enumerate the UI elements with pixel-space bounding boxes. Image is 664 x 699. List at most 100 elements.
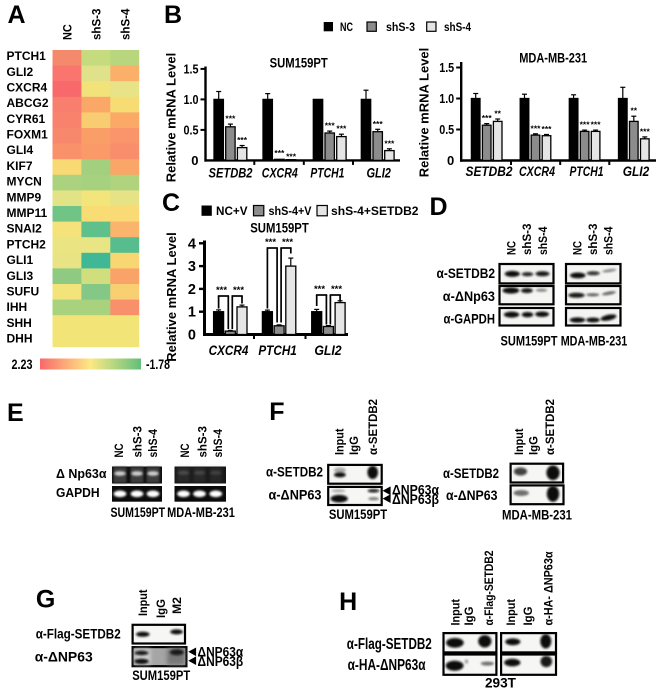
svg-text:shS-4+V: shS-4+V: [269, 204, 312, 218]
svg-text:0: 0: [447, 153, 454, 168]
svg-text:ΔNP63α: ΔNP63α: [392, 482, 440, 497]
svg-text:α-HA-ΔNP63α: α-HA-ΔNP63α: [348, 657, 426, 674]
svg-text:C: C: [162, 189, 180, 217]
svg-text:IgG: IgG: [464, 606, 476, 625]
svg-text:α-ΔNp63: α-ΔNp63: [443, 288, 495, 304]
svg-text:NC: NC: [60, 24, 74, 40]
svg-text:α-HA- ΔNP63α: α-HA- ΔNP63α: [543, 552, 555, 626]
svg-text:***: ***: [286, 151, 297, 161]
svg-text:GLI3: GLI3: [7, 269, 34, 283]
svg-text:α-SETDB2: α-SETDB2: [443, 465, 499, 481]
svg-text:***: ***: [233, 285, 244, 296]
svg-text:SUFU: SUFU: [7, 284, 40, 298]
svg-text:shS-3: shS-3: [588, 224, 600, 255]
svg-text:***: ***: [373, 119, 384, 129]
svg-text:GLI2: GLI2: [623, 164, 650, 179]
svg-text:Input: Input: [138, 589, 150, 616]
svg-text:shS-3: shS-3: [198, 426, 210, 457]
svg-text:shS-4+SETDB2: shS-4+SETDB2: [331, 204, 419, 218]
svg-text:shS-4: shS-4: [118, 8, 132, 40]
svg-text:0: 0: [188, 328, 196, 344]
svg-text:MDA-MB-231: MDA-MB-231: [502, 508, 572, 523]
svg-text:SUM159PT: SUM159PT: [250, 221, 309, 236]
svg-text:MMP9: MMP9: [7, 190, 42, 204]
svg-text:SHH: SHH: [7, 316, 32, 330]
svg-text:NC: NC: [507, 241, 519, 255]
svg-text:Input: Input: [335, 428, 347, 455]
svg-text:NC: NC: [114, 444, 126, 458]
svg-text:F: F: [269, 398, 284, 426]
svg-text:1.0: 1.0: [439, 91, 454, 106]
svg-text:MDA-MB-231: MDA-MB-231: [561, 334, 628, 349]
svg-text:***: ***: [336, 124, 347, 134]
svg-text:***: ***: [325, 121, 336, 131]
svg-text:G: G: [36, 586, 55, 614]
svg-text:shS-4: shS-4: [444, 22, 472, 34]
svg-text:ΔNP63β: ΔNP63β: [392, 492, 439, 507]
svg-text:NC: NC: [573, 241, 585, 255]
svg-text:CYR61: CYR61: [7, 112, 46, 126]
svg-text:α-ΔNP63: α-ΔNP63: [269, 486, 322, 502]
svg-text:shS-4: shS-4: [538, 226, 550, 255]
svg-text:-1.78: -1.78: [146, 357, 170, 372]
svg-text:IHH: IHH: [7, 300, 28, 314]
svg-text:***: ***: [531, 123, 542, 133]
svg-text:CXCR4: CXCR4: [7, 81, 48, 95]
svg-text:SUM159PT: SUM159PT: [329, 507, 388, 522]
svg-text:α-ΔNP63: α-ΔNP63: [35, 649, 93, 665]
svg-text:IgG: IgG: [523, 606, 535, 625]
svg-text:MDA-MB-231: MDA-MB-231: [167, 505, 235, 520]
svg-text:E: E: [7, 399, 24, 427]
svg-text:α-Flag-SETDB2: α-Flag-SETDB2: [36, 626, 121, 642]
svg-text:α-SETDB2: α-SETDB2: [266, 464, 323, 480]
svg-text:GLI2: GLI2: [7, 65, 34, 79]
svg-text:α-GAPDH: α-GAPDH: [444, 311, 496, 327]
svg-text:Relative mRNA Level: Relative mRNA Level: [164, 53, 179, 183]
svg-text:***: ***: [282, 237, 293, 248]
svg-text:2: 2: [188, 282, 196, 298]
svg-text:**: **: [630, 106, 637, 116]
svg-text:MDA-MB-231: MDA-MB-231: [519, 51, 587, 66]
svg-text:***: ***: [542, 124, 553, 134]
svg-text:shS-3: shS-3: [386, 22, 415, 34]
svg-text:ABCG2: ABCG2: [7, 96, 49, 110]
svg-text:0.5: 0.5: [184, 123, 199, 138]
svg-text:α-ΔNP63: α-ΔNP63: [446, 487, 498, 503]
svg-text:***: ***: [482, 113, 493, 123]
svg-text:shS-3: shS-3: [133, 426, 145, 457]
svg-text:α-SETDB2: α-SETDB2: [545, 399, 557, 455]
svg-text:SNAI2: SNAI2: [7, 222, 43, 236]
svg-text:***: ***: [580, 120, 591, 130]
svg-text:H: H: [339, 588, 357, 616]
svg-text:Relative mRNA Level: Relative mRNA Level: [164, 232, 179, 362]
svg-text:GLI2: GLI2: [366, 166, 391, 181]
svg-text:**: **: [494, 109, 501, 119]
svg-text:ΔNP63β: ΔNP63β: [198, 654, 244, 669]
svg-text:PTCH1: PTCH1: [258, 343, 297, 358]
svg-text:***: ***: [314, 284, 325, 295]
svg-text:SUM159PT: SUM159PT: [270, 56, 329, 71]
svg-text:SETDB2: SETDB2: [209, 166, 253, 181]
svg-text:α-SETDB2: α-SETDB2: [437, 265, 496, 281]
svg-text:GLI2: GLI2: [314, 343, 342, 358]
svg-text:α-SETDB2: α-SETDB2: [368, 399, 380, 455]
svg-text:4: 4: [188, 236, 196, 252]
svg-text:IgG: IgG: [529, 436, 541, 455]
svg-text:shS-3: shS-3: [522, 224, 534, 255]
svg-text:M2: M2: [172, 597, 184, 614]
svg-text:***: ***: [216, 285, 227, 296]
svg-text:***: ***: [225, 114, 236, 124]
svg-text:0.5: 0.5: [439, 122, 454, 137]
svg-text:***: ***: [640, 126, 651, 136]
svg-text:SUM159PT: SUM159PT: [132, 668, 191, 683]
svg-text:IgG: IgG: [349, 436, 361, 455]
svg-text:Input: Input: [514, 428, 526, 455]
svg-text:shS-3: shS-3: [89, 8, 103, 40]
svg-text:IgG: IgG: [156, 599, 168, 618]
svg-text:GAPDH: GAPDH: [56, 485, 100, 500]
svg-text:B: B: [164, 1, 182, 29]
svg-text:DHH: DHH: [7, 332, 33, 346]
svg-text:CXCR4: CXCR4: [519, 164, 555, 179]
svg-text:3: 3: [188, 259, 196, 275]
svg-text:FOXM1: FOXM1: [7, 128, 49, 142]
